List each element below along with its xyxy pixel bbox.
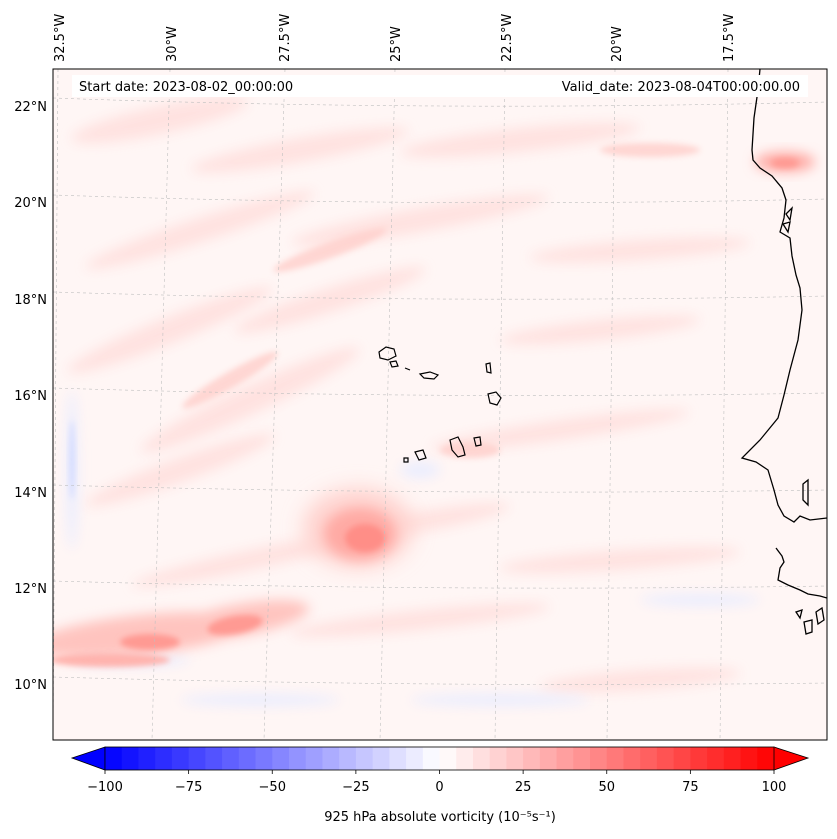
lon-label: 25°W	[389, 26, 404, 62]
lon-label: 27.5°W	[278, 14, 293, 62]
colorbar-step	[539, 747, 558, 770]
colorbar-step	[673, 747, 691, 770]
colorbar-step	[406, 747, 424, 770]
lat-label: 16°N	[14, 389, 47, 404]
lon-labels: 32.5°W 30°W 27.5°W 25°W 22.5°W 20°W 17.5…	[53, 14, 737, 62]
colorbar-step	[305, 747, 324, 770]
colorbar-step	[171, 747, 190, 770]
colorbar-step	[456, 747, 474, 770]
lat-labels: 22°N 20°N 18°N 16°N 14°N 12°N 10°N	[14, 100, 47, 693]
lon-label: 32.5°W	[53, 14, 68, 62]
colorbar-step	[656, 747, 675, 770]
colorbar-step	[422, 747, 441, 770]
colorbar-tick-label: −25	[342, 780, 369, 795]
colorbar-step	[288, 747, 307, 770]
colorbar-min-extend	[70, 746, 106, 771]
colorbar-step	[389, 747, 407, 770]
coastline	[740, 69, 827, 635]
colorbar-tick-label: −50	[259, 780, 286, 795]
colorbar-step	[339, 747, 357, 770]
colorbar-step	[472, 747, 491, 770]
lon-label: 30°W	[165, 26, 180, 62]
colorbar-step	[222, 747, 240, 770]
colorbar-step	[238, 747, 257, 770]
cape-verde-islands	[378, 346, 502, 463]
lat-label: 10°N	[14, 678, 47, 693]
colorbar-step	[606, 747, 625, 770]
colorbar-step	[188, 747, 206, 770]
colorbar-step	[138, 747, 156, 770]
lat-label: 22°N	[14, 100, 47, 115]
lon-label: 20°W	[610, 26, 625, 62]
vorticity-field	[53, 96, 815, 706]
lat-label: 14°N	[14, 486, 47, 501]
colorbar-label: 925 hPa absolute vorticity (10⁻⁵s⁻¹)	[324, 810, 556, 825]
colorbar-tick-label: 0	[435, 780, 443, 795]
colorbar-tick-label: 75	[682, 780, 699, 795]
colorbar-step	[121, 747, 140, 770]
colorbar-tick-label: 100	[762, 780, 787, 795]
colorbar-max-extend	[773, 746, 810, 771]
colorbar-ticks: −100 −75 −50 −25 0 25 50 75 100	[87, 770, 786, 795]
colorbar-step	[556, 747, 574, 770]
vortex-blob	[303, 488, 413, 568]
colorbar-step	[590, 747, 608, 770]
colorbar-step	[155, 747, 173, 770]
colorbar-step	[205, 747, 223, 770]
colorbar-tick-label: −75	[175, 780, 202, 795]
valid-date-label: Valid_date: 2023-08-04T00:00:00.00	[562, 80, 800, 95]
lon-label: 17.5°W	[722, 14, 737, 62]
colorbar-step	[322, 747, 340, 770]
colorbar-step	[523, 747, 541, 770]
lat-label: 20°N	[14, 196, 47, 211]
colorbar-tick-label: −100	[87, 780, 123, 795]
colorbar-step	[355, 747, 374, 770]
lat-label: 12°N	[14, 582, 47, 597]
colorbar-step	[723, 747, 742, 770]
lat-label: 18°N	[14, 293, 47, 308]
info-banner	[72, 75, 808, 97]
colorbar-step	[640, 747, 658, 770]
colorbar-tick-label: 25	[515, 780, 532, 795]
colorbar-steps	[105, 747, 775, 770]
colorbar-step	[573, 747, 591, 770]
colorbar-step	[372, 747, 390, 770]
colorbar-step	[757, 747, 775, 770]
colorbar-step	[439, 747, 457, 770]
colorbar-step	[623, 747, 641, 770]
lon-label: 22.5°W	[500, 14, 515, 62]
colorbar-step	[489, 747, 508, 770]
map-panel: Start date: 2023-08-02_00:00:00 Valid_da…	[14, 14, 828, 741]
colorbar: −100 −75 −50 −25 0 25 50 75 100 925 hPa absolute…	[70, 746, 810, 825]
colorbar-step	[707, 747, 725, 770]
colorbar-step	[506, 747, 524, 770]
colorbar-step	[740, 747, 758, 770]
colorbar-step	[690, 747, 708, 770]
colorbar-step	[255, 747, 273, 770]
colorbar-step	[272, 747, 290, 770]
map-frame	[52, 68, 828, 741]
colorbar-tick-label: 50	[598, 780, 615, 795]
start-date-label: Start date: 2023-08-02_00:00:00	[79, 80, 293, 95]
gridlines	[53, 69, 827, 740]
colorbar-step	[105, 747, 123, 770]
